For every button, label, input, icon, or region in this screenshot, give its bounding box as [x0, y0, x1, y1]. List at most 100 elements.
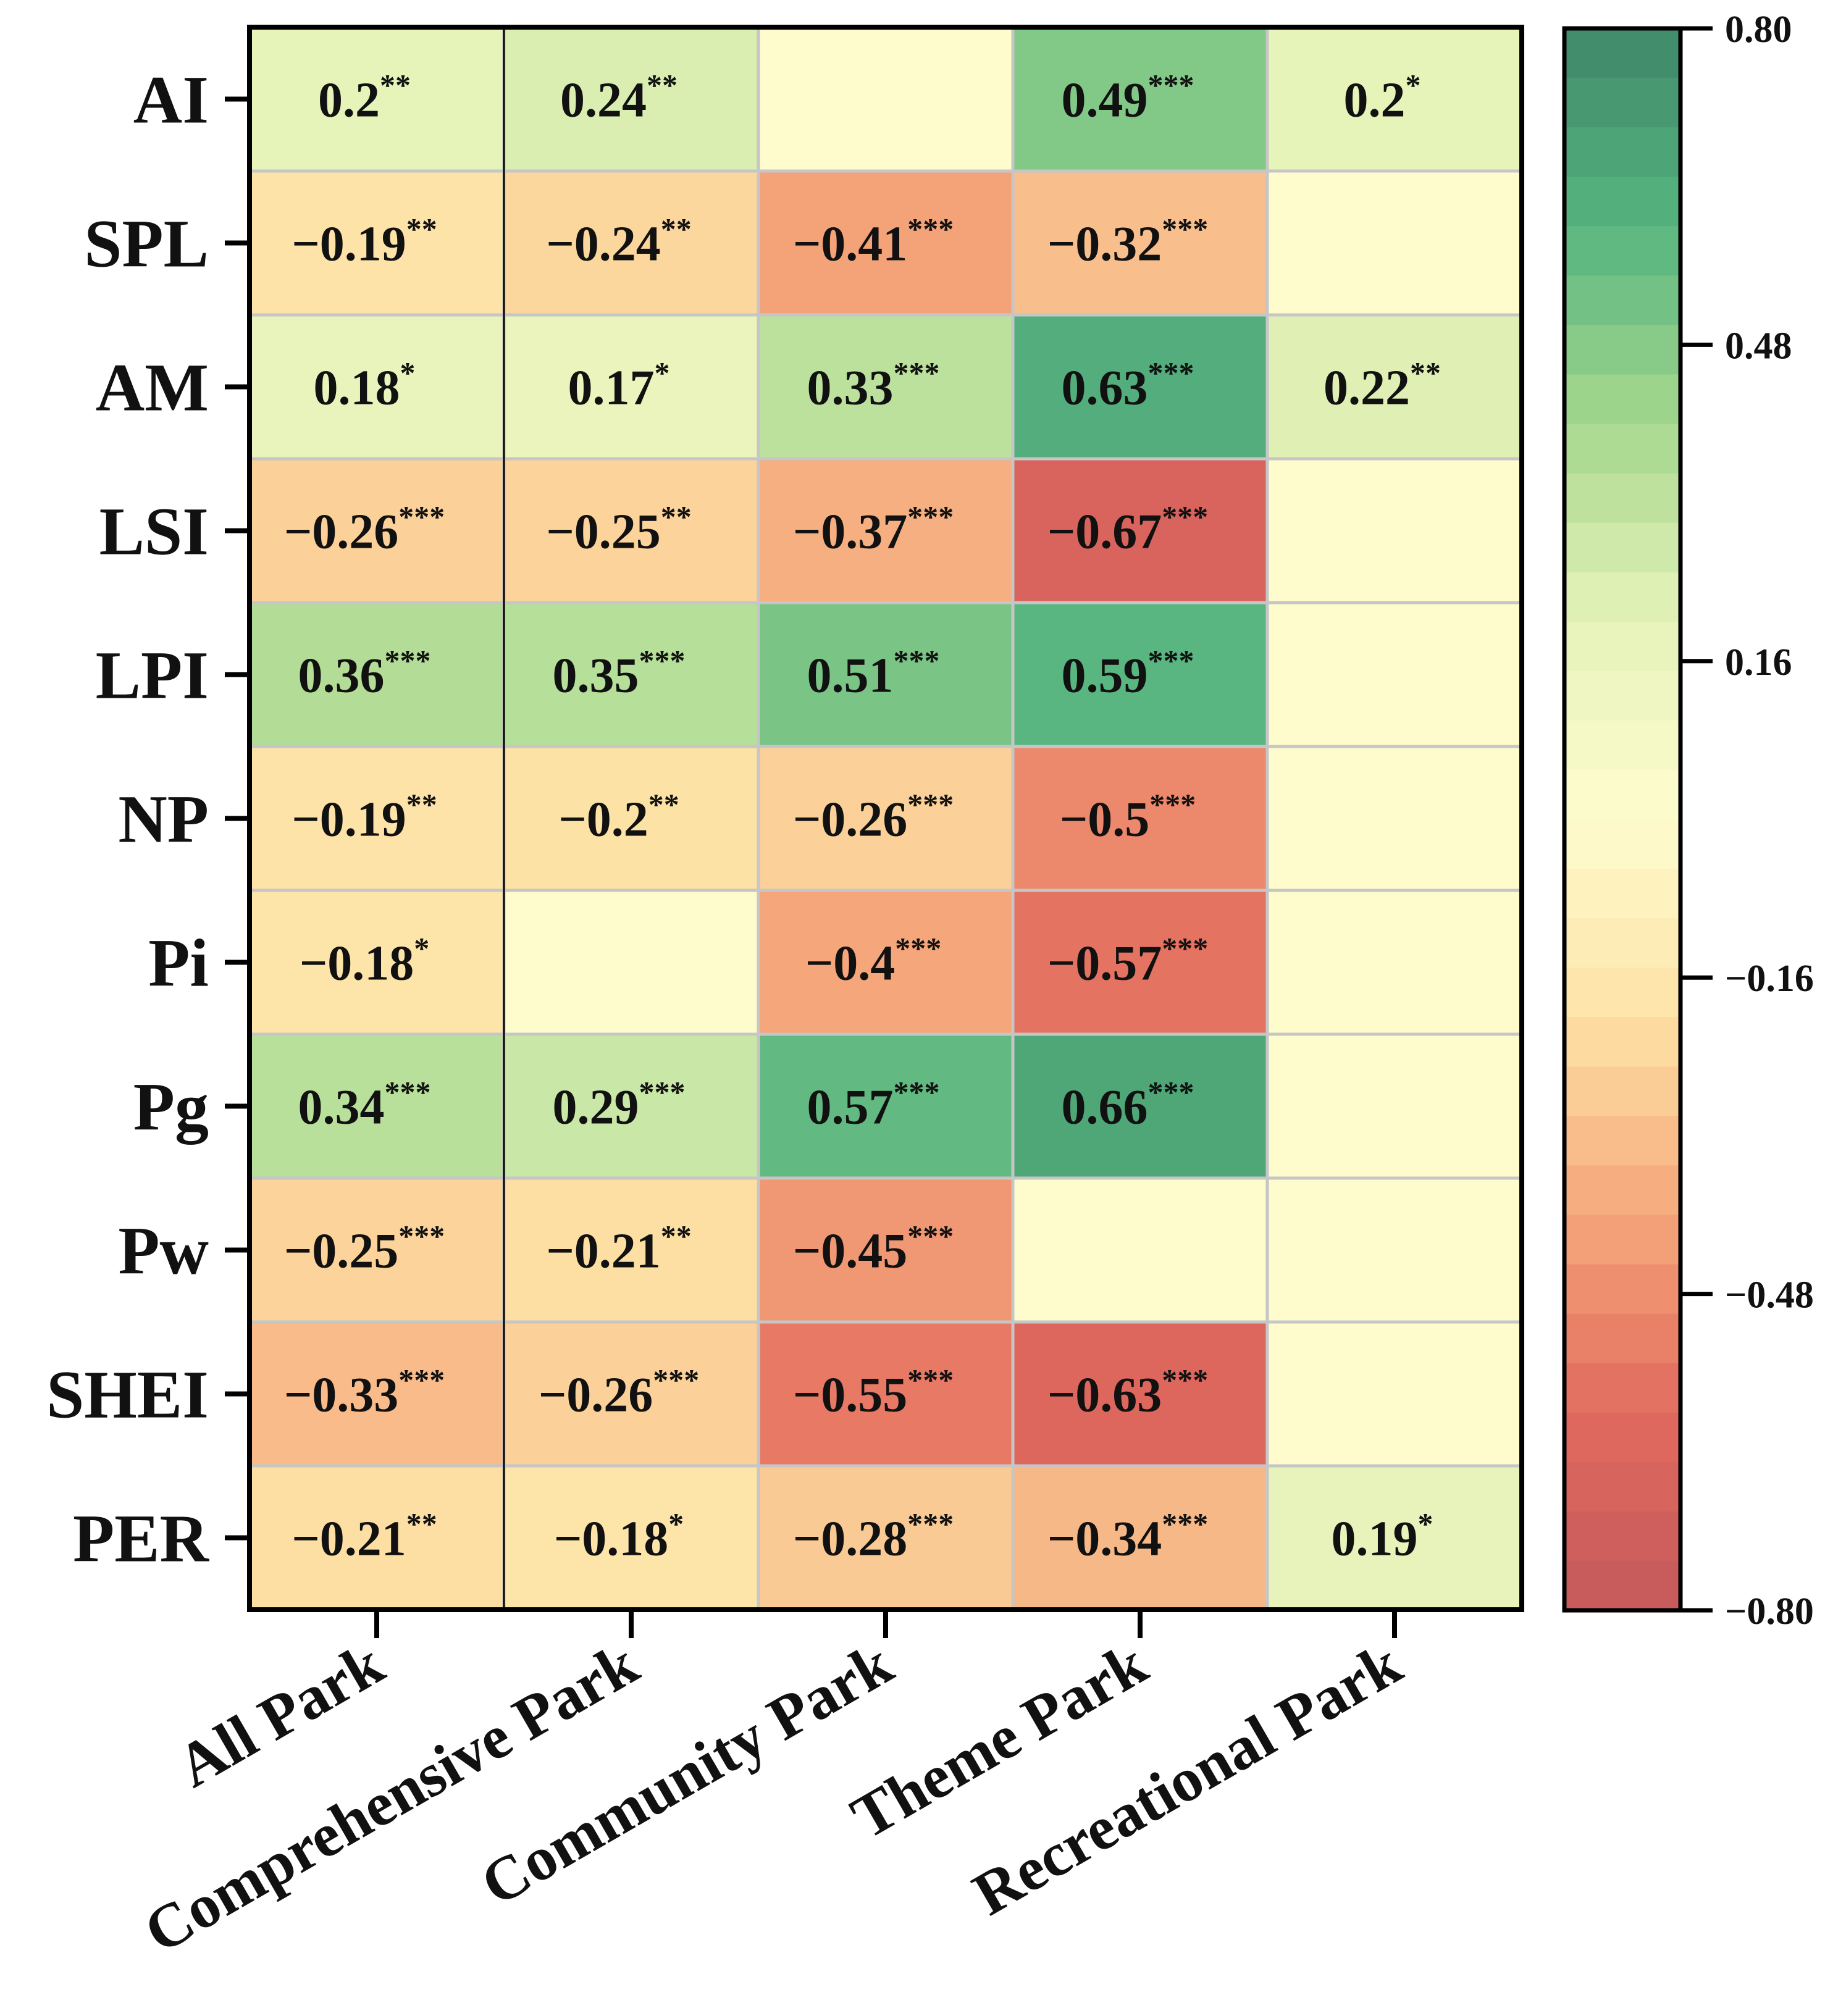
- colorbar-band: [1564, 177, 1680, 227]
- heatmap-cell: [1011, 313, 1269, 461]
- colorbar-band: [1564, 374, 1680, 425]
- colorbar-tick-label: −0.80: [1725, 1591, 1814, 1633]
- heatmap-cell: [1265, 457, 1524, 604]
- heatmap-cell: [248, 1464, 506, 1612]
- significance-marker: ***: [907, 1363, 954, 1397]
- significance-marker: ***: [894, 356, 940, 390]
- heatmap-cell: [248, 1320, 506, 1468]
- significance-marker: ***: [1148, 1075, 1194, 1110]
- heatmap-cell: [1265, 1464, 1524, 1612]
- colorbar-band: [1564, 1165, 1680, 1216]
- significance-marker: ***: [907, 787, 954, 822]
- y-tick-label: AI: [133, 62, 209, 138]
- cell-value-label: −0.45***: [793, 1219, 954, 1279]
- heatmap-cell: [757, 601, 1015, 748]
- y-tick-label: SPL: [84, 206, 209, 282]
- heatmap-cell: [248, 601, 506, 748]
- significance-marker: **: [661, 1219, 692, 1253]
- significance-marker: **: [661, 500, 692, 534]
- heatmap-cell: [1265, 601, 1524, 748]
- significance-marker: *: [655, 356, 670, 390]
- heatmap-cell: [1265, 1176, 1524, 1324]
- colorbar-band: [1564, 28, 1680, 79]
- heatmap-cell: [502, 889, 760, 1036]
- cell-value-label: −0.19**: [292, 787, 437, 847]
- significance-marker: ***: [385, 1075, 431, 1110]
- significance-marker: ***: [907, 1507, 954, 1541]
- cell-value-label: 0.19*: [1332, 1507, 1433, 1566]
- colorbar-band: [1564, 1313, 1680, 1364]
- y-tick-label: NP: [118, 782, 209, 857]
- significance-marker: ***: [1162, 1507, 1208, 1541]
- heatmap-cell: [757, 1464, 1015, 1612]
- significance-marker: ***: [907, 212, 954, 246]
- significance-marker: ***: [653, 1363, 699, 1397]
- y-tick-label: Pi: [148, 926, 209, 1001]
- cell-value-label: −0.18*: [554, 1507, 684, 1566]
- significance-marker: **: [380, 68, 411, 102]
- heatmap-cell: [502, 1032, 760, 1180]
- significance-marker: ***: [1162, 500, 1208, 534]
- colorbar-tick-label: 0.48: [1725, 325, 1792, 367]
- colorbar: 0.80 0.48 0.16 −0.16 −0.48 −0.80: [1562, 9, 1814, 1633]
- heatmap-cell: [502, 1176, 760, 1324]
- y-tick-label: Pg: [133, 1069, 209, 1145]
- significance-marker: ***: [1162, 931, 1208, 966]
- colorbar-band: [1564, 78, 1680, 128]
- significance-marker: **: [406, 787, 437, 822]
- heatmap-cell: [757, 745, 1015, 892]
- heatmap-cells: [248, 25, 1524, 1612]
- significance-marker: ***: [1148, 356, 1194, 390]
- cell-value-label: −0.26***: [284, 500, 445, 559]
- heatmap-cell: [1265, 1032, 1524, 1180]
- heatmap-cell: [1011, 1464, 1269, 1612]
- significance-marker: ***: [398, 500, 445, 534]
- colorbar-band: [1564, 1066, 1680, 1117]
- significance-marker: ***: [895, 931, 941, 966]
- colorbar-tick-label: −0.48: [1725, 1274, 1814, 1316]
- significance-marker: *: [414, 931, 429, 966]
- y-tick-label: LSI: [99, 494, 209, 569]
- significance-marker: *: [400, 356, 416, 390]
- y-tick-label: Pw: [118, 1213, 209, 1289]
- heatmap-cell: [248, 889, 506, 1036]
- colorbar-band: [1564, 819, 1680, 870]
- significance-marker: *: [1406, 68, 1421, 102]
- colorbar-tick-label: 0.80: [1725, 9, 1792, 51]
- significance-marker: ***: [894, 643, 940, 678]
- significance-marker: **: [648, 787, 679, 822]
- x-tick-label: Community Park: [469, 1629, 904, 1919]
- cell-value-label: −0.57***: [1047, 931, 1209, 991]
- significance-marker: ***: [894, 1075, 940, 1110]
- colorbar-band: [1564, 226, 1680, 277]
- heatmap-cell: [502, 601, 760, 748]
- colorbar-band: [1564, 1215, 1680, 1265]
- heatmap-cell: [1011, 1176, 1269, 1324]
- significance-marker: **: [406, 212, 437, 246]
- x-tick-label: Recreational Park: [962, 1629, 1412, 1929]
- colorbar-border: [1562, 26, 1683, 1613]
- heatmap-cell: [1265, 745, 1524, 892]
- cell-value-label: 0.17*: [568, 356, 670, 416]
- colorbar-tick-label: 0.16: [1725, 642, 1792, 684]
- heatmap-cell: [1265, 889, 1524, 1036]
- heatmap-cell: [757, 1320, 1015, 1468]
- significance-marker: ***: [398, 1363, 445, 1397]
- significance-marker: **: [406, 1507, 437, 1541]
- colorbar-band: [1564, 572, 1680, 622]
- colorbar-band: [1564, 127, 1680, 178]
- heatmap-cell: [757, 457, 1015, 604]
- colorbar-band: [1564, 424, 1680, 474]
- significance-marker: *: [1418, 1507, 1433, 1541]
- significance-marker: ***: [385, 643, 431, 678]
- colorbar-band: [1564, 1560, 1680, 1611]
- colorbar-band: [1564, 325, 1680, 375]
- significance-marker: **: [647, 68, 678, 102]
- y-tick-label: SHEI: [46, 1357, 209, 1433]
- cell-value-label: −0.4***: [805, 931, 942, 991]
- colorbar-band: [1564, 720, 1680, 771]
- colorbar-band: [1564, 621, 1680, 672]
- significance-marker: **: [661, 212, 692, 246]
- colorbar-band: [1564, 1017, 1680, 1068]
